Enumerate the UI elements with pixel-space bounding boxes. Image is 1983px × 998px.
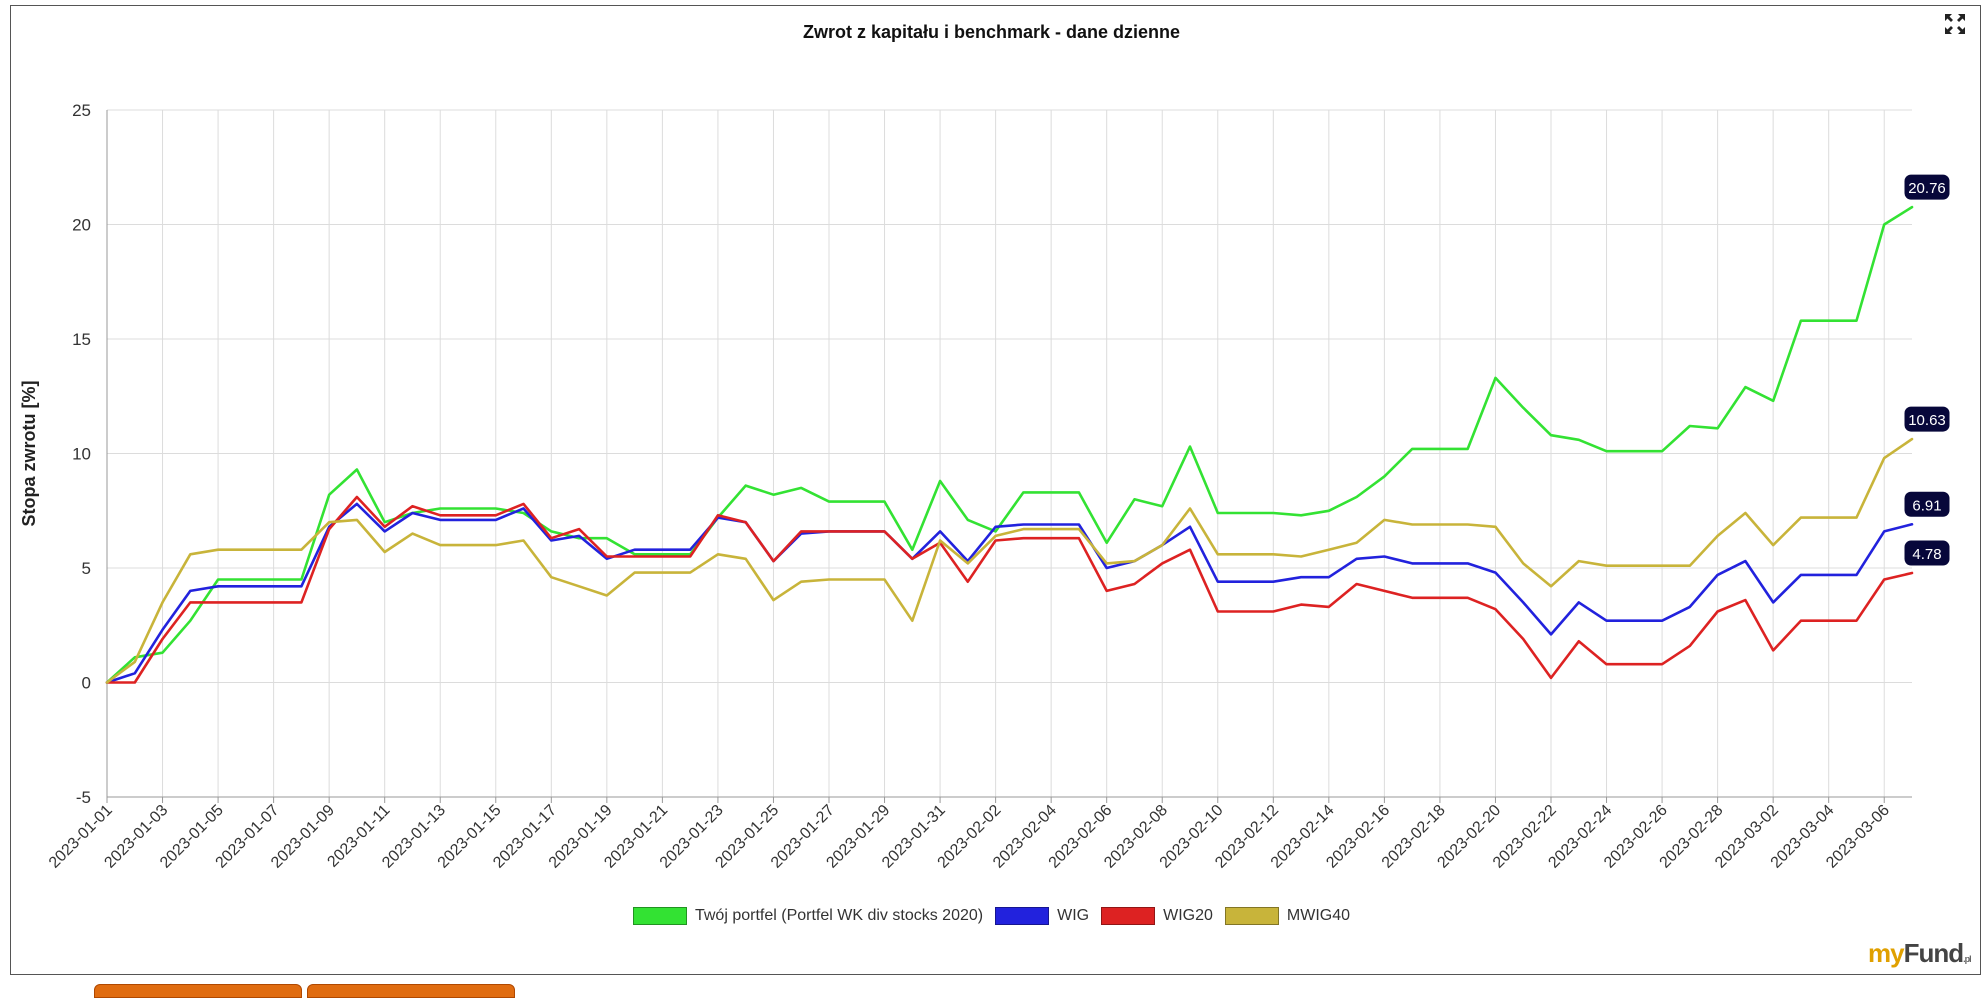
series-line-3: [105, 437, 1914, 684]
end-label-0: 20.76: [1908, 180, 1946, 197]
legend-item-1[interactable]: WIG: [995, 907, 1089, 925]
y-tick-label: 0: [82, 674, 91, 693]
legend-swatch: [995, 907, 1050, 925]
expand-icon[interactable]: [1943, 12, 1967, 36]
legend-label: WIG20: [1163, 907, 1213, 924]
end-label-box-1: [1903, 490, 1951, 518]
y-tick-label: 25: [72, 101, 91, 120]
legend-item-0[interactable]: Twój portfel (Portfel WK div stocks 2020…: [632, 907, 984, 925]
series-lines: [105, 205, 1914, 684]
myfund-logo: myFund.pl: [1868, 938, 1972, 968]
grid: [106, 109, 1912, 798]
end-label-1: 6.91: [1912, 497, 1941, 514]
chart-legend: Twój portfel (Portfel WK div stocks 2020…: [0, 907, 1983, 925]
y-tick-label: 5: [82, 559, 91, 578]
legend-label: Twój portfel (Portfel WK div stocks 2020…: [694, 907, 984, 924]
axes: -505101520252023-01-012023-01-032023-01-…: [19, 101, 1912, 872]
end-label-box-0: [1903, 173, 1951, 201]
legend-swatch: [1101, 907, 1156, 925]
bottom-tab-button-2[interactable]: [307, 984, 515, 998]
y-tick-label: -5: [76, 788, 91, 807]
y-tick-label: 20: [72, 216, 91, 235]
legend-item-2[interactable]: WIG20: [1101, 907, 1213, 925]
legend-swatch: [632, 907, 687, 925]
legend-item-3[interactable]: MWIG40: [1224, 907, 1351, 925]
end-label-3: 10.63: [1908, 412, 1946, 429]
legend-label: WIG: [1057, 907, 1090, 924]
series-line-1: [105, 502, 1914, 684]
end-label-2: 4.78: [1912, 546, 1941, 563]
series-line-0: [105, 205, 1914, 684]
y-tick-label: 10: [72, 445, 91, 464]
y-tick-label: 15: [72, 330, 91, 349]
chart-title: Zwrot z kapitału i benchmark - dane dzie…: [802, 22, 1181, 42]
series-line-2: [105, 495, 1914, 684]
end-label-box-3: [1903, 405, 1951, 433]
legend-label: MWIG40: [1286, 907, 1351, 924]
end-label-box-2: [1903, 539, 1951, 567]
bottom-tab-button-1[interactable]: [94, 984, 302, 998]
end-labels: 20.76 6.91 4.78 10.63: [1903, 173, 1951, 567]
legend-swatch: [1224, 907, 1279, 925]
y-axis-title: Stopa zwrotu [%]: [19, 381, 39, 527]
